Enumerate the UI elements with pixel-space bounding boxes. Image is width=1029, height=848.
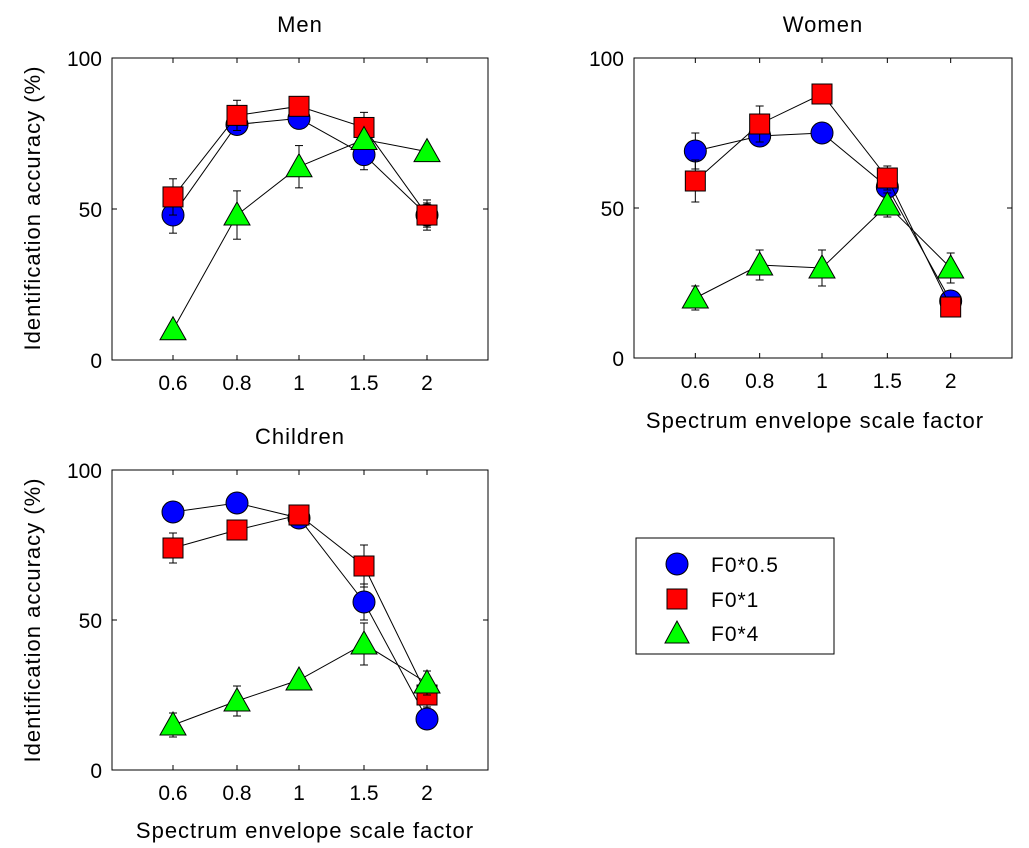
- panel-children: Children 0 50 100 0.6 0.8 1 1.5 2: [67, 424, 489, 805]
- y-tick-label: 50: [79, 199, 102, 222]
- data-point-square: [288, 95, 310, 117]
- x-tick-label: 1: [816, 370, 828, 393]
- series-F0*0.5: [683, 121, 963, 313]
- x-tick-label: 0.6: [158, 782, 187, 805]
- legend-marker-square-icon: [666, 588, 688, 610]
- y-tick-label: 100: [67, 48, 102, 71]
- x-tick-label: 0.8: [222, 372, 251, 395]
- x-tick-label: 2: [421, 782, 433, 805]
- y-axis-label-bottom: Identification accuracy (%): [20, 478, 45, 763]
- series-line: [695, 204, 952, 299]
- legend-marker-triangle-icon: [664, 619, 690, 644]
- y-tick-label: 100: [67, 460, 102, 483]
- x-tick-label: 1: [293, 372, 305, 395]
- data-point-triangle: [223, 201, 251, 226]
- x-tick-label: 1.5: [349, 782, 378, 805]
- data-point-circle: [225, 491, 249, 515]
- data-point-triangle: [285, 665, 313, 691]
- data-point-triangle: [745, 250, 774, 276]
- data-point-square: [749, 113, 771, 135]
- x-tick-label: 0.6: [158, 372, 187, 395]
- data-point-circle: [161, 500, 185, 524]
- data-point-triangle: [350, 125, 378, 151]
- panel-title: Children: [255, 424, 345, 449]
- data-point-square: [416, 204, 438, 226]
- data-point-triangle: [413, 137, 441, 163]
- y-tick-label: 50: [79, 610, 102, 633]
- x-tick-label: 0.8: [222, 782, 251, 805]
- data-point-triangle: [223, 686, 251, 712]
- series-F0*1: [684, 83, 962, 318]
- y-tick-label: 0: [90, 760, 102, 783]
- series-F0*4: [159, 125, 441, 341]
- series-F0*4: [681, 190, 965, 311]
- data-point-triangle: [873, 190, 902, 216]
- data-point-square: [162, 537, 184, 559]
- data-point-square: [226, 519, 248, 541]
- y-tick-label: 0: [90, 350, 102, 373]
- data-point-triangle: [285, 152, 313, 178]
- series-F0*4: [159, 622, 441, 738]
- x-axis-label-women: Spectrum envelope scale factor: [646, 408, 984, 433]
- x-tick-label: 0.8: [745, 370, 774, 393]
- legend-label-0: F0*0.5: [711, 554, 779, 577]
- y-axis-label-top: Identification accuracy (%): [20, 66, 45, 351]
- data-point-square: [226, 104, 248, 126]
- x-tick-label: 1.5: [873, 370, 902, 393]
- data-point-triangle: [413, 668, 441, 694]
- data-point-circle: [415, 707, 439, 731]
- data-point-square: [811, 83, 833, 105]
- data-point-square: [288, 504, 310, 526]
- data-point-circle: [810, 121, 834, 145]
- data-point-triangle: [159, 710, 187, 736]
- data-point-triangle: [681, 283, 710, 309]
- chart-panels: Men 0 50 100 0.6 0.8 1 1.5 2 Women 0 50 100 0.6 0.8 1 1.…: [67, 12, 1013, 805]
- y-tick-label: 50: [601, 198, 624, 221]
- data-point-square: [876, 167, 898, 189]
- panel-women: Women 0 50 100 0.6 0.8 1 1.5 2: [589, 12, 1013, 393]
- series-F0*1: [162, 95, 438, 228]
- panel-title: Women: [783, 12, 863, 37]
- data-point-triangle: [350, 629, 378, 655]
- data-point-triangle: [936, 253, 965, 279]
- x-tick-label: 0.6: [681, 370, 710, 393]
- legend-label-2: F0*4: [711, 623, 759, 646]
- legend-marker-circle-icon: [665, 552, 689, 576]
- x-tick-label: 1.5: [349, 372, 378, 395]
- data-point-square: [353, 555, 375, 577]
- data-point-triangle: [808, 253, 836, 279]
- data-point-circle: [683, 139, 707, 163]
- data-point-circle: [352, 590, 376, 614]
- legend-label-1: F0*1: [711, 589, 759, 612]
- y-tick-label: 0: [612, 348, 624, 371]
- panel-men: Men 0 50 100 0.6 0.8 1 1.5 2: [67, 12, 489, 395]
- series-F0*0.5: [161, 491, 439, 731]
- x-tick-label: 1: [293, 782, 305, 805]
- data-point-square: [162, 186, 184, 208]
- legend: F0*0.5 F0*1 F0*4: [635, 537, 835, 655]
- x-axis-label-children: Spectrum envelope scale factor: [136, 818, 474, 843]
- data-point-square: [684, 170, 706, 192]
- y-tick-label: 100: [589, 48, 624, 71]
- data-point-triangle: [159, 315, 187, 341]
- panel-title: Men: [277, 12, 323, 37]
- data-point-square: [940, 296, 962, 318]
- x-tick-label: 2: [945, 370, 957, 393]
- x-tick-label: 2: [421, 372, 433, 395]
